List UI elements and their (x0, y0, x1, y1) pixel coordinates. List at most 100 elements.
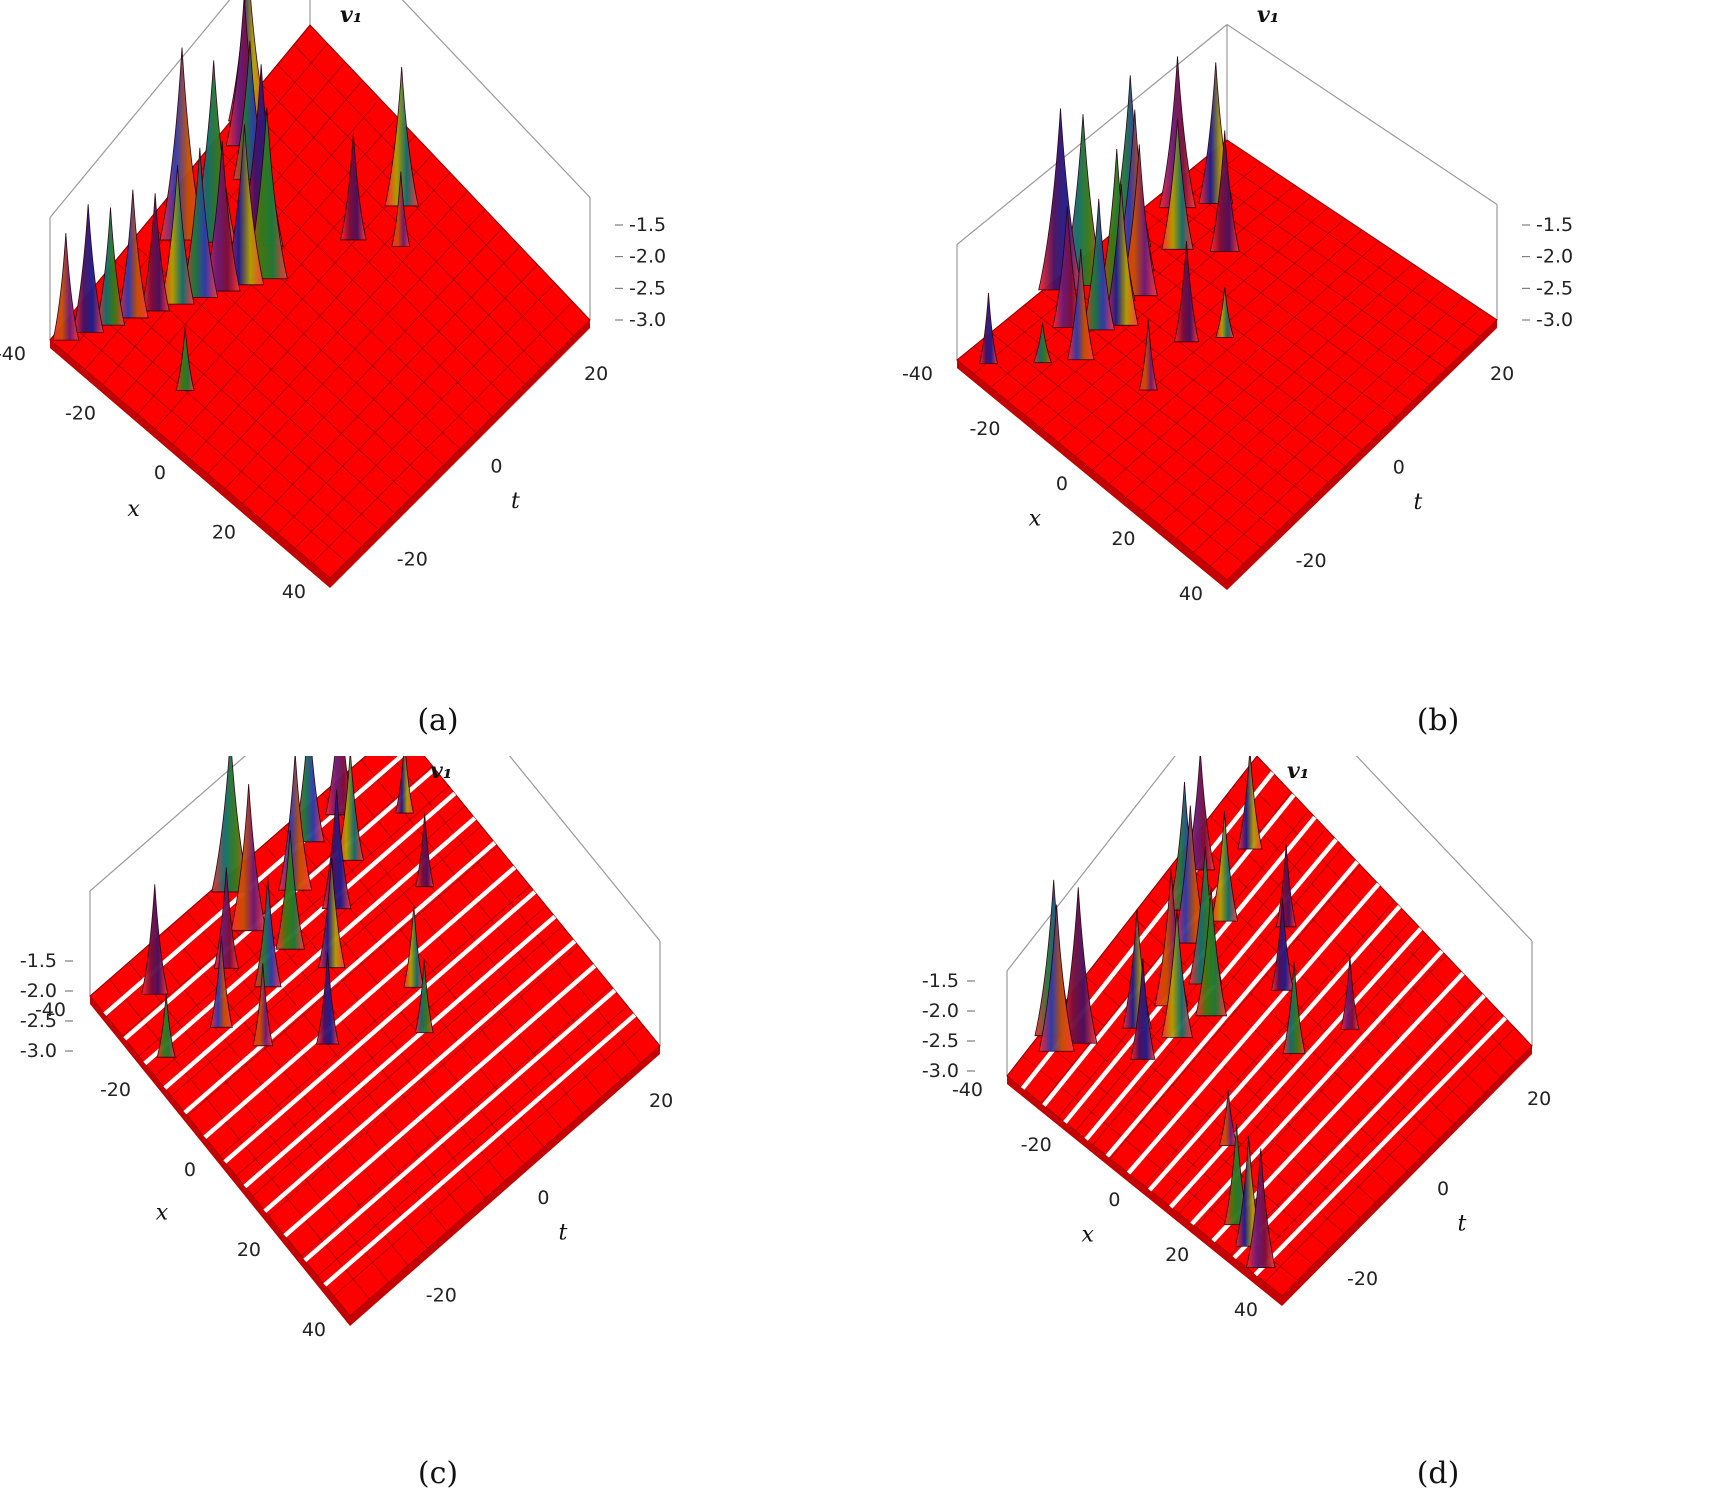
peak-1-17 (978, 292, 999, 364)
x-tick-label: 0 (184, 1159, 196, 1181)
x-tick-label: -20 (100, 1079, 131, 1101)
z-tick-label: -2.0 (20, 980, 57, 1002)
t-tick-label: -20 (1296, 550, 1327, 572)
z-ticks-2: -1.5 -2.0 -2.5 -3.0 (20, 950, 73, 1062)
bounding-box-1 (956, 24, 1498, 360)
peak-3-11 (1340, 955, 1360, 1030)
peak-2-19 (156, 992, 176, 1058)
t-tick-label: 20 (1527, 1088, 1551, 1110)
x-tick-label: 20 (237, 1239, 261, 1261)
peak-1-13 (1215, 286, 1235, 338)
chart-3-svg: -40 -20 0 20 40 x -20 0 20 t -1.5 -2.0 -2.5 -3.0 v₁ (922, 756, 1551, 1321)
t-axis-name: t (511, 489, 520, 514)
z-tick-label: -1.5 (1536, 214, 1573, 236)
x-axis-name: x (156, 1201, 169, 1226)
caption-d: (d) (1416, 1456, 1460, 1491)
peak-2-8 (230, 783, 267, 932)
panel-b: -40 -20 0 20 40 x -20 0 20 t -1.5 -2.0 -2.5 -3.0 v₁ (857, 0, 1714, 700)
peak-3-13 (1161, 908, 1193, 1038)
peak-1-16 (1032, 322, 1053, 364)
peak-1-15 (1066, 248, 1095, 361)
peak-1-12 (1082, 198, 1115, 331)
t-axis-name: t (559, 1221, 568, 1246)
peak-3-9 (1195, 887, 1228, 1017)
peak-1-10 (1103, 184, 1139, 326)
chart-2-svg: -40 -20 0 20 40 x -20 0 20 t -1.5 -2.0 -2.5 -3.0 v₁ (20, 756, 673, 1341)
z-axis-name: v₁ (340, 2, 362, 28)
x-ticks-1: -40 -20 0 20 40 (902, 363, 1203, 605)
x-axis-name: x (127, 497, 140, 522)
x-tick-label: -20 (65, 403, 96, 425)
peaks-1 (978, 56, 1240, 391)
peak-3-0 (1237, 756, 1263, 850)
peak-3-21 (1245, 1148, 1276, 1268)
peak-0-8 (391, 171, 411, 247)
bounding-box-3 (1006, 756, 1533, 1076)
caption-a: (a) (417, 703, 459, 738)
x-tick-label: -40 (952, 1079, 983, 1101)
peak-2-4 (415, 813, 435, 888)
peak-2-18 (252, 963, 274, 1047)
x-axis-name: x (1082, 1223, 1095, 1248)
x-ticks-0: -40 -20 0 20 40 (0, 343, 306, 603)
peak-2-13 (403, 904, 425, 988)
z-tick-label: -3.0 (922, 1060, 959, 1082)
peaks-0 (52, 0, 419, 391)
peak-3-15 (1038, 904, 1075, 1052)
z-tick-label: -2.5 (20, 1010, 57, 1032)
mesh-3 (1022, 773, 1517, 1283)
z-tick-label: -2.5 (1536, 277, 1573, 299)
panel-c: -40 -20 0 20 40 x -20 0 20 t -1.5 -2.0 -2.5 -3.0 v₁ (0, 756, 857, 1456)
z-tick-label: -3.0 (629, 309, 666, 331)
z-ticks-1: -1.5 -2.0 -2.5 -3.0 (1522, 214, 1573, 331)
peak-2-17 (316, 952, 340, 1045)
peak-0-15 (116, 189, 149, 319)
x-tick-label: -20 (969, 418, 1000, 440)
z-tick-label: -2.5 (922, 1030, 959, 1052)
caption-b: (b) (1416, 703, 1460, 738)
peak-2-10 (317, 857, 346, 969)
z-tick-label: -1.5 (629, 214, 666, 236)
x-tick-label: -40 (0, 343, 26, 365)
x-ticks-2: -40 -20 0 20 40 (35, 999, 326, 1341)
z-tick-label: -3.0 (20, 1040, 57, 1062)
x-tick-label: 20 (1165, 1244, 1189, 1266)
x-tick-label: 40 (1234, 1299, 1258, 1321)
z-tick-label: -2.5 (629, 277, 666, 299)
peak-0-18 (52, 233, 80, 341)
peak-3-16 (1282, 961, 1306, 1054)
white-strips-2 (103, 756, 637, 1287)
peak-2-0 (395, 756, 415, 814)
x-tick-label: 20 (212, 522, 236, 544)
peak-0-4 (340, 132, 367, 241)
peak-1-7 (1038, 108, 1083, 291)
panel-a: -40 -20 0 20 40 x -20 0 20 t -1.5 -2.0 -2.5 -3.0 v₁ (0, 0, 857, 700)
peak-0-16 (95, 207, 126, 326)
z-tick-label: -2.0 (629, 246, 666, 268)
peak-3-18 (1218, 1090, 1238, 1146)
z-tick-label: -1.5 (20, 950, 57, 972)
t-tick-label: 0 (490, 456, 502, 478)
x-ticks-3: -40 -20 0 20 40 (952, 1079, 1258, 1321)
peak-2-11 (213, 867, 239, 969)
peak-2-7 (321, 789, 352, 910)
peak-0-10 (224, 124, 265, 286)
peak-2-16 (414, 959, 434, 1034)
chart-0-svg: -40 -20 0 20 40 x -20 0 20 t -1.5 -2.0 -2.5 -3.0 v₁ (0, 0, 666, 603)
peak-0-14 (140, 193, 170, 312)
x-axis-name: x (1029, 507, 1042, 532)
t-axis-name: t (1458, 1212, 1467, 1237)
peak-2-9 (275, 829, 305, 950)
z-tick-label: -3.0 (1536, 309, 1573, 331)
peak-0-11 (203, 141, 241, 292)
x-tick-label: 40 (282, 581, 306, 603)
z-tick-label: -2.0 (1536, 246, 1573, 268)
peak-0-13 (160, 165, 195, 305)
peak-3-14 (1059, 887, 1098, 1044)
x-tick-label: 0 (1056, 473, 1068, 495)
peak-3-4 (1275, 844, 1297, 928)
peak-3-17 (1130, 958, 1156, 1060)
peak-1-14 (1173, 240, 1200, 343)
z-ticks-0: -1.5 -2.0 -2.5 -3.0 (615, 214, 666, 331)
